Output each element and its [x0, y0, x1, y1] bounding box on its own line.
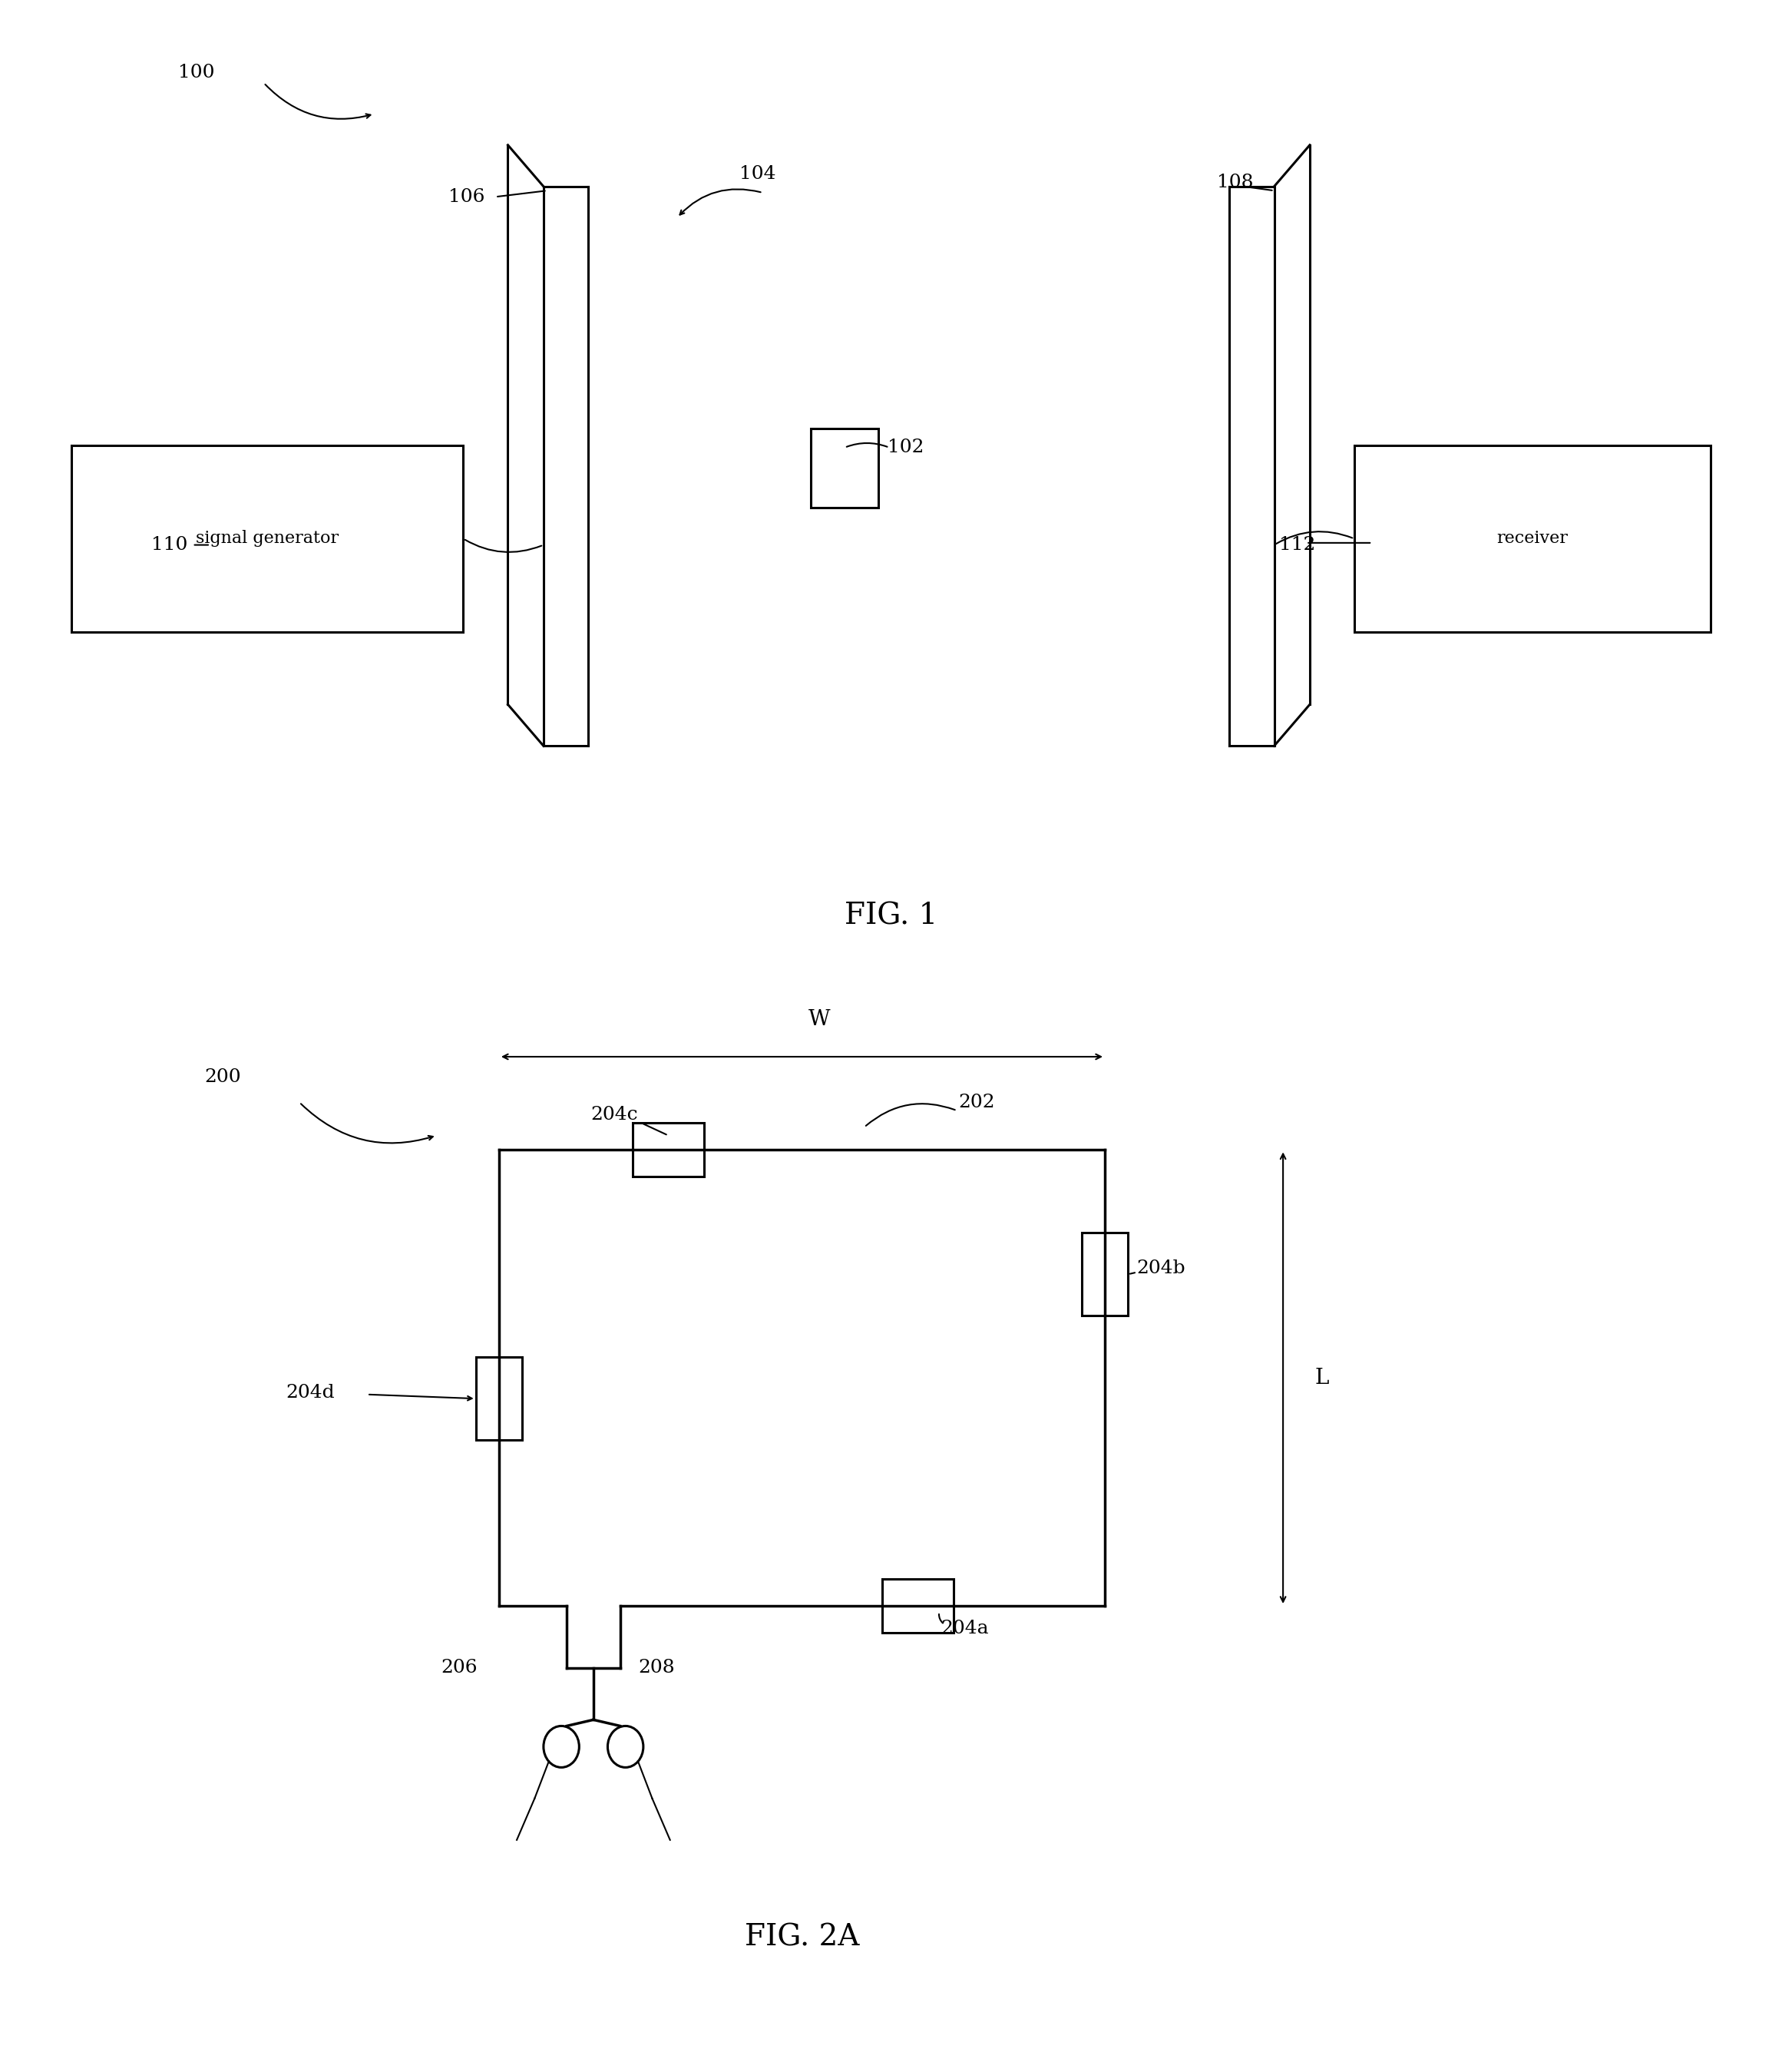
- Text: 202: 202: [959, 1094, 996, 1111]
- Text: 112: 112: [1279, 537, 1315, 553]
- Text: 208: 208: [638, 1660, 675, 1676]
- Circle shape: [544, 1726, 579, 1767]
- Text: L: L: [1315, 1368, 1329, 1388]
- Text: 204a: 204a: [941, 1620, 989, 1637]
- Text: signal generator: signal generator: [196, 530, 339, 547]
- Circle shape: [608, 1726, 643, 1767]
- Bar: [1082, 1233, 1128, 1316]
- Bar: [476, 1357, 522, 1440]
- Text: 110: 110: [151, 537, 187, 553]
- Text: FIG. 2A: FIG. 2A: [745, 1923, 859, 1952]
- Text: FIG. 1: FIG. 1: [845, 901, 937, 930]
- Text: 100: 100: [178, 64, 214, 81]
- Bar: [811, 429, 879, 508]
- Bar: [1354, 445, 1711, 632]
- Text: 204b: 204b: [1137, 1260, 1185, 1276]
- Text: 106: 106: [449, 189, 485, 205]
- Text: 204d: 204d: [287, 1384, 335, 1401]
- Text: receiver: receiver: [1497, 530, 1568, 547]
- Text: 204c: 204c: [590, 1106, 638, 1123]
- Text: 104: 104: [740, 166, 775, 182]
- Text: 102: 102: [887, 439, 923, 456]
- Bar: [71, 445, 463, 632]
- Bar: [633, 1123, 704, 1177]
- Text: 200: 200: [205, 1069, 241, 1086]
- Text: W: W: [809, 1009, 830, 1030]
- Bar: [882, 1579, 953, 1633]
- Text: 206: 206: [440, 1660, 478, 1676]
- Text: 108: 108: [1217, 174, 1253, 191]
